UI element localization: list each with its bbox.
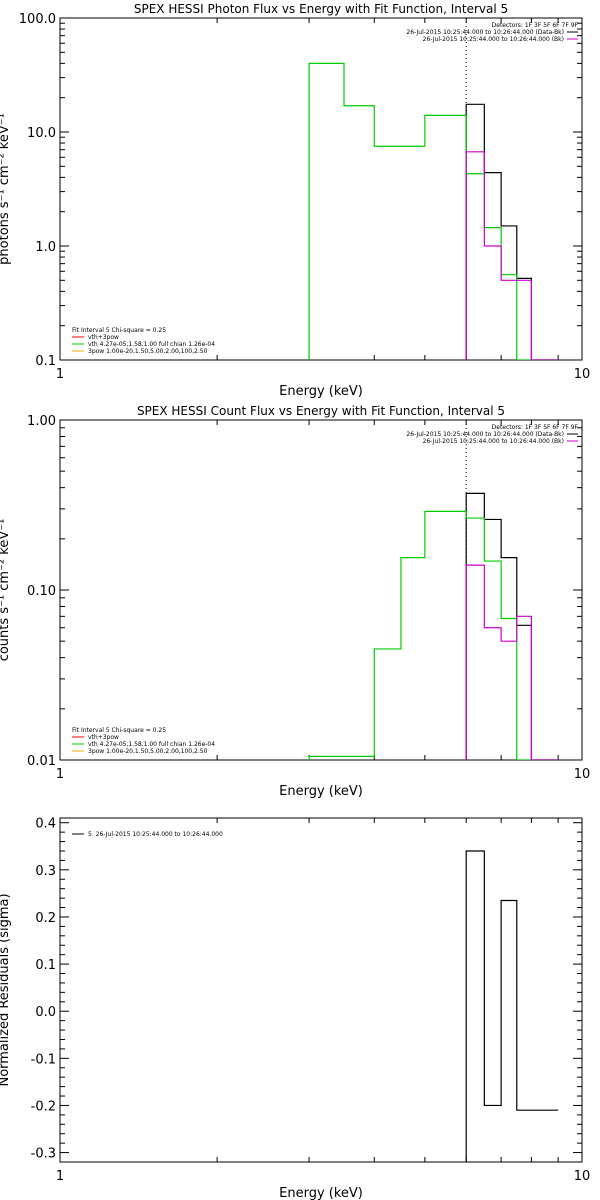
x-tick-label: 10 xyxy=(574,767,591,782)
y-tick-label: 100.0 xyxy=(19,12,56,27)
y-tick-label: 0.01 xyxy=(27,754,56,769)
fit-legend-header: Fit Interval 5 Chi-square = 0.25 xyxy=(72,727,166,734)
chart-panel-2: 1 10 0.01 0.10 1.00 SPEX HESSI Count Flux vs … xyxy=(0,404,590,799)
fit-legend-header: Fit Interval 5 Chi-square = 0.25 xyxy=(72,327,166,334)
x-axis-label: Energy (keV) xyxy=(279,784,363,799)
y-tick-label: 0.4 xyxy=(35,817,56,832)
plot-frame xyxy=(59,817,583,1163)
fit-legend-entry: vth+3pow xyxy=(88,734,119,741)
fit-legend-entry: 3pow 1.00e-20,1.50,5.00,2.00,100,2.50 xyxy=(88,748,208,755)
legend-entry: 26-Jul-2015 10:25:44.000 to 10:26:44.000… xyxy=(406,29,564,36)
chart-panel-3: 1 10 -0.3 -0.2 -0.1 0.0 0.1 0.2 0.3 0.4 Energy (ke… xyxy=(0,817,590,1200)
y-tick-label: -0.1 xyxy=(31,1052,56,1067)
x-tick-label: 1 xyxy=(56,367,64,382)
legend-entry: Detectors: 1F 3F 5F 6F 7F 9F xyxy=(492,22,579,29)
y-tick-label: 0.1 xyxy=(35,354,56,369)
y-tick-label: 1.00 xyxy=(27,414,56,429)
legend-entry: 26-Jul-2015 10:25:44.000 to 10:26:44.000… xyxy=(423,438,564,445)
x-tick-label: 10 xyxy=(574,367,591,382)
y-axis-label: photons s⁻¹ cm⁻² keV⁻¹ xyxy=(0,113,12,265)
legend-entry: 26-Jul-2015 10:25:44.000 to 10:26:44.000… xyxy=(423,36,564,43)
x-tick-label: 1 xyxy=(56,1169,64,1184)
y-axis-label: counts s⁻¹ cm⁻² keV⁻¹ xyxy=(0,519,12,662)
y-tick-label: -0.2 xyxy=(31,1099,56,1114)
fit-legend-entry: 3pow 1.00e-20,1.50,5.00,2.00,100,2.50 xyxy=(88,348,208,355)
legend-entry: 26-Jul-2015 10:25:44.000 to 10:26:44.000… xyxy=(406,431,564,438)
series-line-3 xyxy=(465,564,559,760)
series-line-3 xyxy=(465,151,559,360)
y-tick-label: -0.3 xyxy=(31,1147,56,1162)
series-line-1 xyxy=(465,492,559,760)
fit-legend-entry: vth 4.27e-05,1.58,1.00 full chian 1.26e-… xyxy=(88,341,215,348)
x-tick-label: 1 xyxy=(56,767,64,782)
legend-entry: Detectors: 1F 3F 5F 6F 7F 9F xyxy=(492,424,579,431)
y-tick-label: 1.0 xyxy=(35,240,56,255)
y-axis-label: Normalized Residuals (sigma) xyxy=(0,893,12,1086)
y-tick-label: 0.2 xyxy=(35,911,56,926)
series-line-2 xyxy=(308,62,559,360)
series-line-1 xyxy=(465,103,559,360)
y-tick-label: 0.0 xyxy=(35,1005,56,1020)
y-tick-label: 10.0 xyxy=(27,126,56,141)
y-tick-label: 0.10 xyxy=(27,584,56,599)
y-tick-label: 0.1 xyxy=(35,958,56,973)
fit-legend-entry: vth 4.27e-05,1.58,1.00 full chian 1.26e-… xyxy=(88,741,215,748)
series-line-1 xyxy=(465,850,559,1162)
series-line-2 xyxy=(308,510,559,760)
x-axis-label: Energy (keV) xyxy=(279,1186,363,1200)
x-axis-label: Energy (keV) xyxy=(279,384,363,399)
chart-title: SPEX HESSI Count Flux vs Energy with Fit… xyxy=(137,404,505,418)
plot-frame xyxy=(59,17,583,361)
x-tick-label: 10 xyxy=(574,1169,591,1184)
legend-entry: 5. 26-Jul-2015 10:25:44.000 to 10:26:44.… xyxy=(88,831,223,838)
y-tick-label: 0.3 xyxy=(35,864,56,879)
fit-legend-entry: vth+3pow xyxy=(88,334,119,341)
chart-panel-1: 1 10 0.1 1.0 10.0 100.0 SPEX HESSI Photon Flux… xyxy=(0,2,590,399)
plot-frame xyxy=(59,419,583,761)
chart-title: SPEX HESSI Photon Flux vs Energy with Fi… xyxy=(134,2,508,16)
